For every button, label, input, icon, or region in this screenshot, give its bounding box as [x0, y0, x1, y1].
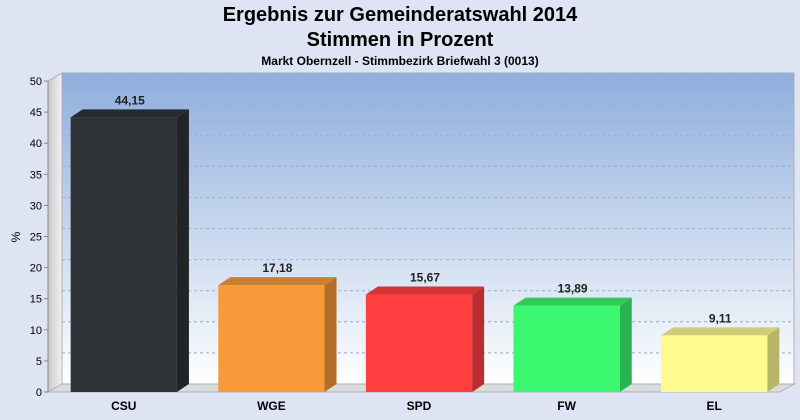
bar-side — [619, 297, 632, 392]
bar-side — [324, 277, 337, 392]
y-tick-label: 0 — [36, 387, 42, 399]
y-tick-label: 45 — [30, 107, 42, 119]
plot-side-wall — [47, 72, 63, 393]
chart-subtitle: Stimmen in Prozent — [306, 29, 494, 51]
y-tick-label: 25 — [30, 232, 42, 244]
bar-top — [661, 327, 780, 336]
y-axis-label: % — [9, 231, 23, 242]
bar-value-label: 44,15 — [115, 93, 145, 107]
bar-side — [176, 109, 189, 393]
bar-top — [513, 297, 632, 306]
y-tick-label: 35 — [30, 169, 42, 181]
bar-front — [661, 335, 768, 392]
bars: 44,15 17,18 15,67 13,89 9,11 — [70, 93, 780, 393]
x-axis-ticks: CSU WGE SPD FW EL — [111, 399, 722, 413]
y-tick-label: 30 — [30, 200, 42, 212]
x-tick-label: CSU — [111, 399, 136, 413]
y-tick-label: 50 — [30, 76, 42, 88]
x-tick-label: WGE — [257, 399, 286, 413]
bar-value-label: 13,89 — [558, 282, 588, 296]
bar-value-label: 9,11 — [709, 311, 732, 325]
bar-el: 9,11 — [661, 311, 780, 392]
y-tick-label: 10 — [30, 325, 42, 337]
bar-csu: 44,15 — [70, 93, 189, 393]
y-axis-ticks: 0 5 10 15 20 25 30 35 40 45 50 — [30, 76, 48, 399]
y-tick-label: 15 — [30, 294, 42, 306]
bar-fw: 13,89 — [513, 282, 632, 392]
y-tick-label: 40 — [30, 138, 42, 150]
chart-caption: Markt Obernzell - Stimmbezirk Briefwahl … — [261, 54, 539, 68]
bar-top — [365, 286, 485, 295]
bar-side — [472, 286, 485, 392]
bar-top — [218, 277, 337, 286]
bar-spd: 15,67 — [365, 271, 485, 392]
bar-wge: 17,18 — [218, 261, 337, 392]
chart-title: Ergebnis zur Gemeinderatswahl 2014 — [222, 4, 578, 26]
bar-value-label: 17,18 — [262, 261, 292, 275]
y-tick-label: 5 — [36, 356, 42, 368]
x-tick-label: FW — [557, 399, 576, 413]
x-tick-label: SPD — [407, 399, 432, 413]
bar-top — [70, 109, 189, 118]
bar-value-label: 15,67 — [410, 271, 440, 285]
bar-front — [513, 305, 620, 392]
bar-front — [70, 117, 177, 393]
x-tick-label: EL — [707, 399, 722, 413]
y-tick-label: 20 — [30, 263, 42, 275]
bar-front — [365, 294, 473, 392]
bar-side — [767, 327, 780, 392]
bar-front — [218, 285, 325, 392]
